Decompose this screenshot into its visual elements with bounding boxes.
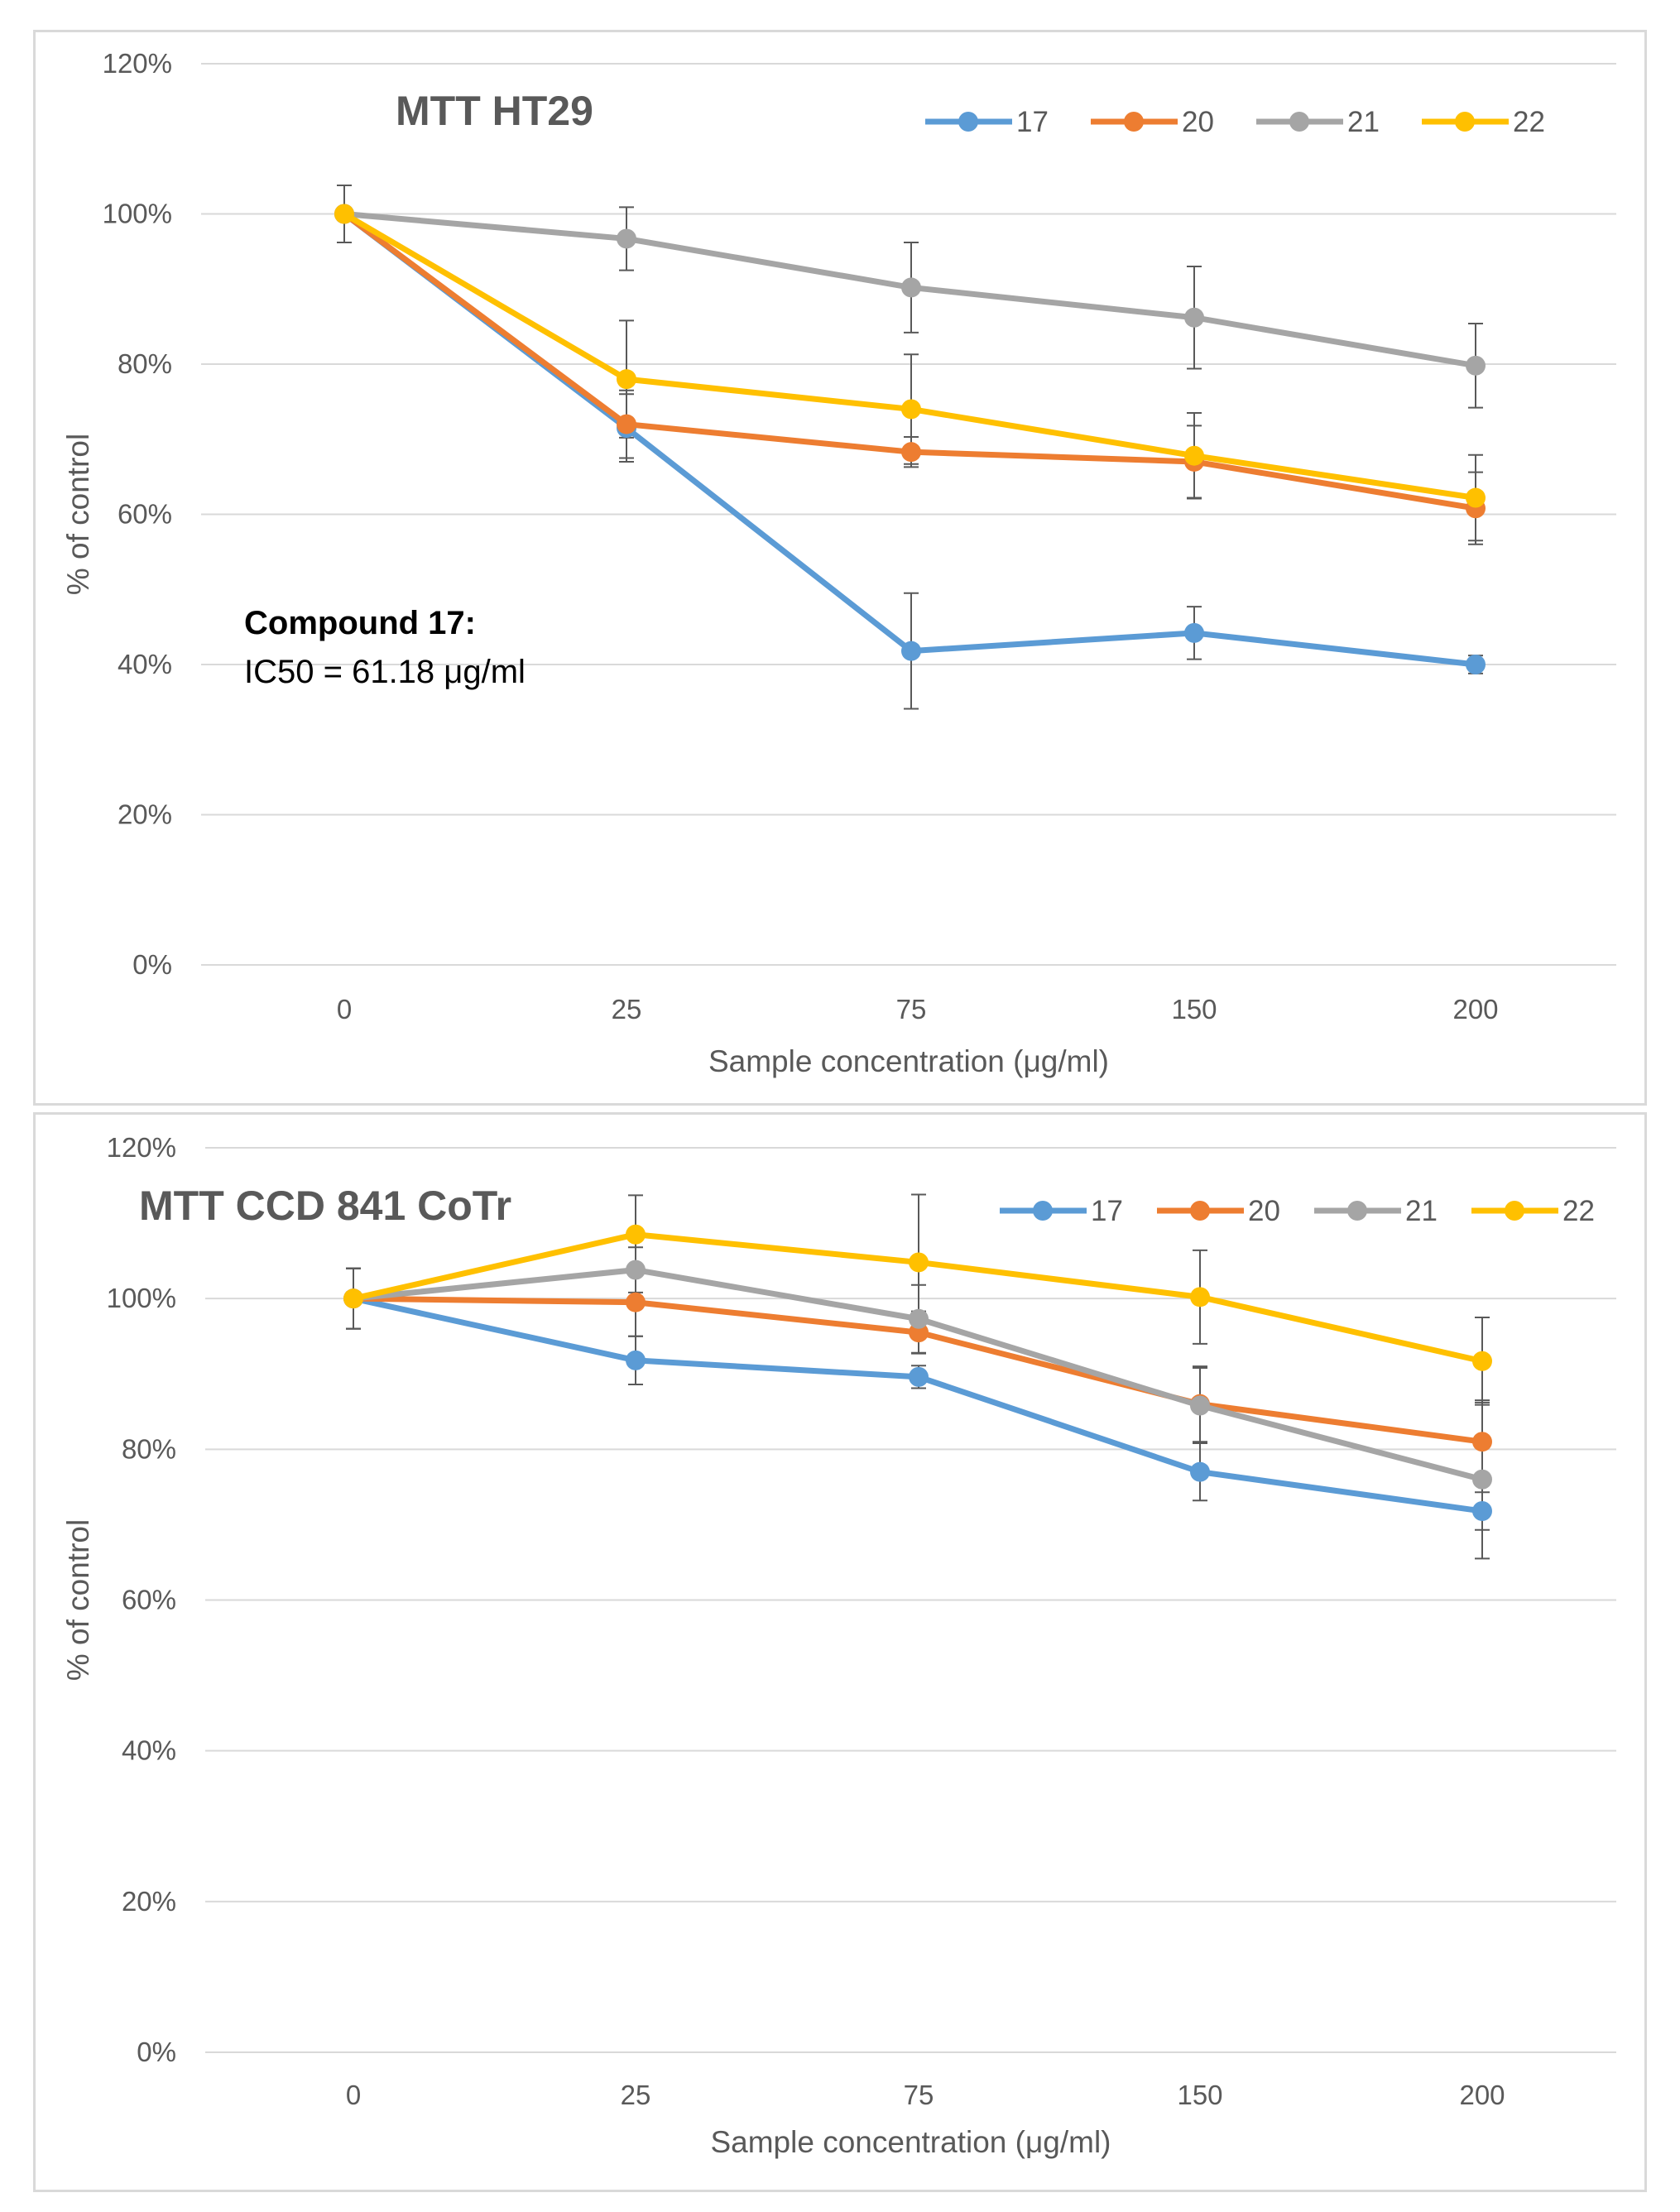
- data-point-22: [617, 369, 636, 390]
- data-point-17: [626, 1350, 646, 1370]
- data-point-22: [909, 1252, 929, 1273]
- y-tick-label: 40%: [118, 649, 172, 679]
- x-tick-label: 150: [1171, 994, 1217, 1024]
- chart-ccd841: 0% 20% 40% 60% 80% 100% 120% 0 25 75 150 200 Sample …: [61, 1132, 1616, 2159]
- legend-label-22: 22: [1562, 1195, 1595, 1227]
- y-tick-label: 60%: [122, 1585, 176, 1615]
- data-point-21: [1466, 355, 1486, 376]
- x-tick-label: 150: [1177, 2080, 1222, 2110]
- legend-label-21: 21: [1405, 1195, 1438, 1227]
- data-point-22: [334, 204, 354, 224]
- data-point-20: [617, 414, 636, 434]
- data-point-22: [1472, 1351, 1492, 1371]
- x-tick-label: 25: [621, 2080, 651, 2110]
- legend-label-21: 21: [1347, 106, 1380, 138]
- y-tick-label: 20%: [122, 1886, 176, 1917]
- annotation-ic50: IC50 = 61.18 μg/ml: [244, 654, 526, 690]
- x-tick-label: 75: [896, 994, 927, 1024]
- data-point-21: [626, 1260, 646, 1280]
- legend-marker-17: [1033, 1201, 1053, 1221]
- x-tick-label: 200: [1452, 994, 1498, 1024]
- legend-marker-20: [1124, 112, 1144, 132]
- y-tick-label: 0%: [137, 2037, 176, 2067]
- y-tick-label: 120%: [103, 48, 172, 79]
- y-tick-label: 120%: [107, 1132, 176, 1163]
- x-tick-label: 25: [612, 994, 642, 1024]
- chart-title: MTT HT29: [396, 88, 593, 134]
- data-point-17: [1184, 622, 1204, 643]
- legend-marker-21: [1289, 112, 1309, 132]
- y-tick-label: 100%: [103, 199, 172, 229]
- data-point-22: [626, 1224, 646, 1245]
- legend-label-17: 17: [1091, 1195, 1123, 1227]
- data-point-17: [909, 1366, 929, 1387]
- data-point-22: [1184, 445, 1204, 466]
- y-tick-label: 80%: [122, 1433, 176, 1464]
- data-point-20: [901, 442, 921, 463]
- x-tick-label: 200: [1459, 2080, 1505, 2110]
- data-point-20: [909, 1322, 929, 1343]
- y-tick-label: 20%: [118, 799, 172, 830]
- legend-marker-21: [1347, 1201, 1367, 1221]
- y-tick-label: 0%: [132, 949, 172, 980]
- y-tick-label: 80%: [118, 348, 172, 379]
- y-tick-label: 60%: [118, 499, 172, 530]
- data-point-21: [1472, 1469, 1492, 1490]
- data-point-22: [1466, 487, 1486, 508]
- chart-panel-ccd841: 0% 20% 40% 60% 80% 100% 120% 0 25 75 150 200 Sample …: [33, 1112, 1647, 2192]
- y-tick-label: 100%: [107, 1283, 176, 1313]
- chart-title: MTT CCD 841 CoTr: [139, 1183, 511, 1229]
- x-axis-title: Sample concentration (μg/ml): [710, 2125, 1111, 2159]
- data-point-22: [901, 399, 921, 420]
- legend-marker-22: [1505, 1201, 1524, 1221]
- data-point-17: [1466, 655, 1486, 674]
- data-point-17: [1190, 1461, 1210, 1482]
- data-point-17: [1472, 1501, 1492, 1522]
- data-point-20: [1472, 1432, 1492, 1452]
- legend-label-20: 20: [1182, 106, 1214, 138]
- y-axis-title: % of control: [61, 434, 95, 595]
- annotation-compound: Compound 17:: [244, 605, 476, 641]
- legend-label-22: 22: [1513, 106, 1545, 138]
- data-point-20: [626, 1292, 646, 1312]
- data-point-21: [901, 277, 921, 298]
- y-axis-title: % of control: [61, 1519, 95, 1681]
- x-tick-label: 0: [337, 994, 352, 1024]
- data-point-21: [617, 228, 636, 249]
- chart-panel-ht29: 0% 20% 40% 60% 80% 100% 120% 0 25 75 150 200 Sample …: [33, 30, 1647, 1106]
- data-point-21: [1184, 307, 1204, 328]
- data-point-22: [343, 1288, 363, 1309]
- data-point-21: [1190, 1395, 1210, 1416]
- chart-ht29: 0% 20% 40% 60% 80% 100% 120% 0 25 75 150 200 Sample …: [61, 48, 1616, 1078]
- legend-marker-22: [1455, 112, 1475, 132]
- y-tick-label: 40%: [122, 1735, 176, 1766]
- data-point-22: [1190, 1287, 1210, 1308]
- legend-marker-20: [1190, 1201, 1210, 1221]
- legend-marker-17: [958, 112, 978, 132]
- legend-label-17: 17: [1016, 106, 1049, 138]
- data-point-17: [901, 641, 921, 661]
- x-tick-label: 75: [904, 2080, 934, 2110]
- data-point-21: [909, 1308, 929, 1329]
- x-axis-title: Sample concentration (μg/ml): [708, 1044, 1109, 1078]
- x-tick-label: 0: [346, 2080, 361, 2110]
- legend-label-20: 20: [1248, 1195, 1280, 1227]
